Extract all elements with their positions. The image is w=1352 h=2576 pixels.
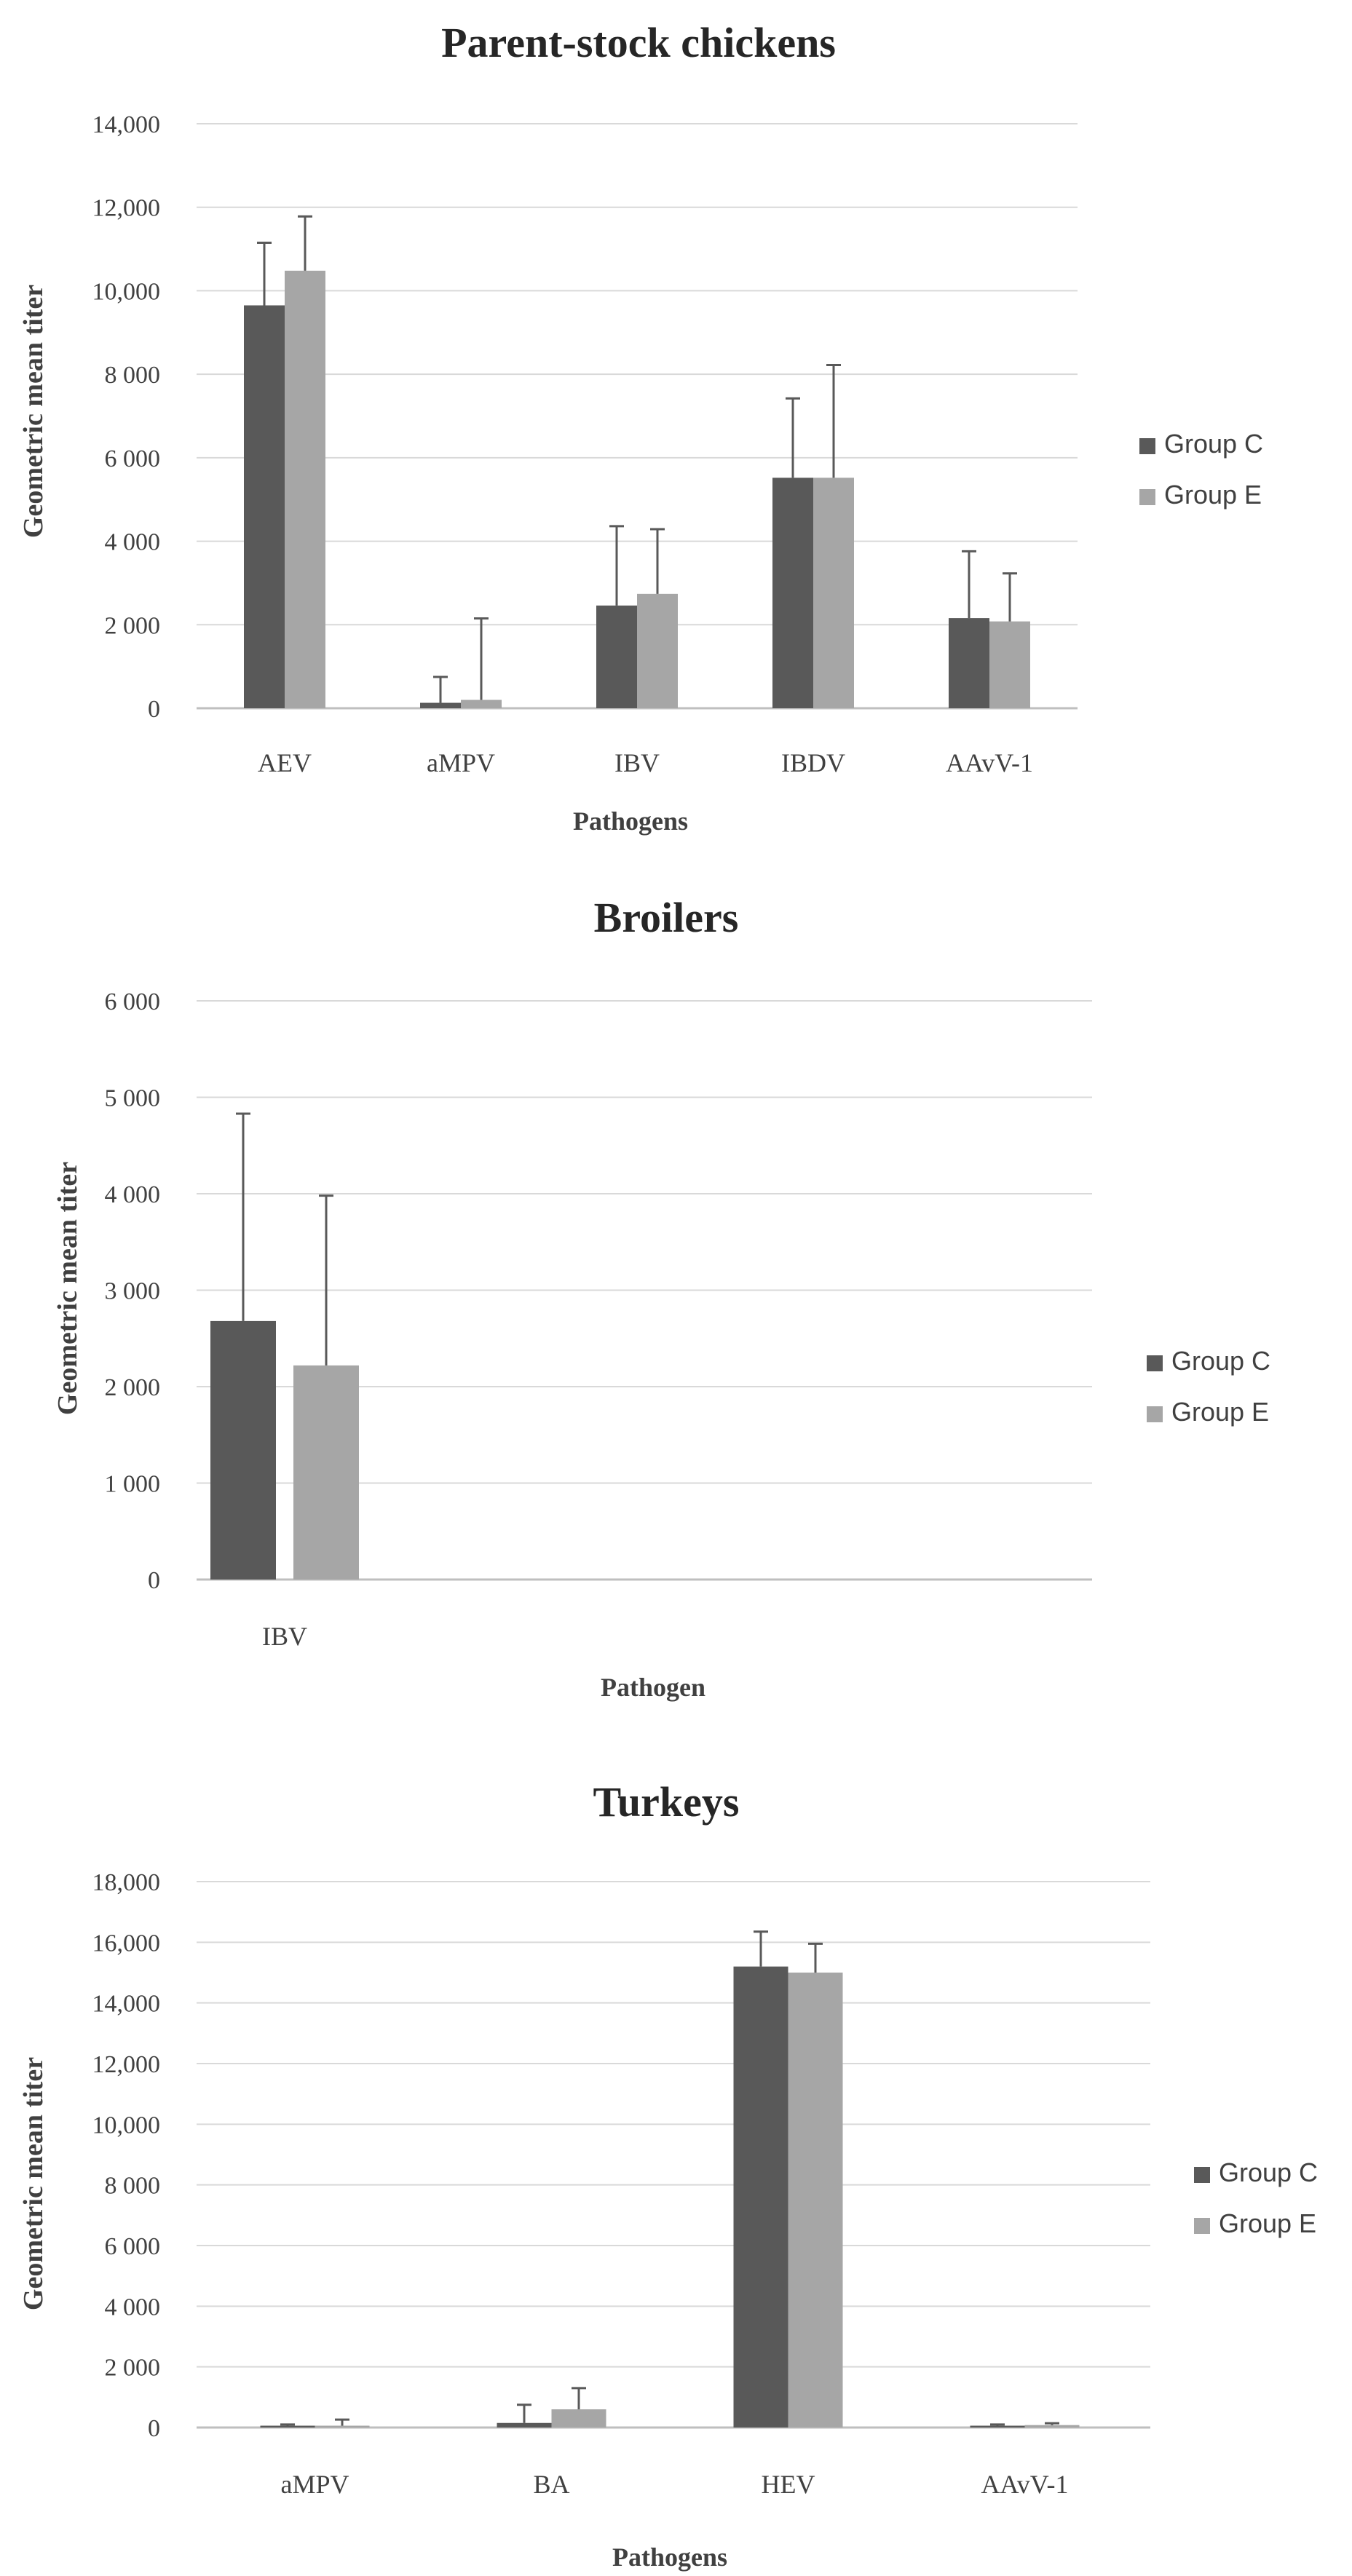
x-tick-label: IBV <box>262 1622 307 1651</box>
bar <box>989 621 1030 708</box>
y-tick-label: 16,000 <box>92 1930 161 1957</box>
legend-label: Group C <box>1164 429 1263 459</box>
y-tick-label: 2 000 <box>105 1374 161 1401</box>
x-axis-label: Pathogen <box>601 1673 705 1702</box>
y-tick-label: 4 000 <box>105 529 161 556</box>
y-tick-label: 6 000 <box>105 988 161 1015</box>
x-axis-label: Pathogens <box>612 2543 727 2572</box>
legend-swatch <box>1194 2218 1210 2234</box>
bar <box>949 618 989 708</box>
bar <box>788 1973 843 2428</box>
legend-swatch <box>1139 489 1155 505</box>
y-tick-label: 0 <box>148 1567 160 1594</box>
x-tick-label: AAvV-1 <box>946 748 1033 777</box>
y-tick-label: 0 <box>148 2415 160 2442</box>
bar <box>497 2422 552 2428</box>
legend-swatch <box>1194 2167 1210 2183</box>
bar <box>1024 2425 1080 2428</box>
y-axis-label: Geometric mean titer <box>52 1162 83 1415</box>
x-tick-label: aMPV <box>427 748 495 777</box>
x-tick-label: BA <box>533 2470 569 2499</box>
bar <box>596 605 637 708</box>
x-tick-label: IBDV <box>781 748 845 777</box>
chart-title: Broilers <box>594 894 739 941</box>
y-tick-label: 12,000 <box>92 195 161 222</box>
bar <box>772 477 813 708</box>
y-tick-label: 10,000 <box>92 278 161 305</box>
bar <box>970 2425 1025 2428</box>
y-tick-label: 14,000 <box>92 1991 161 2018</box>
chart-broilers: Broilers 0 1 000 2 000 3 000 4 000 5 000 6 000… <box>52 894 1270 1702</box>
x-tick-label: AEV <box>258 748 312 777</box>
legend-swatch <box>1139 438 1155 454</box>
y-tick-label: 2 000 <box>105 2355 161 2382</box>
y-tick-label: 6 000 <box>105 445 161 472</box>
y-tick-label: 8 000 <box>105 362 161 389</box>
bar <box>293 1365 359 1580</box>
bar <box>637 593 678 708</box>
x-tick-label: IBV <box>614 748 660 777</box>
legend-swatch <box>1147 1406 1163 1422</box>
y-tick-label: 3 000 <box>105 1278 161 1305</box>
y-tick-label: 2 000 <box>105 612 161 639</box>
y-tick-label: 8 000 <box>105 2173 161 2200</box>
legend-label: Group E <box>1164 480 1262 510</box>
chart-title: Parent-stock chickens <box>441 19 836 66</box>
bar <box>461 700 502 708</box>
y-tick-label: 10,000 <box>92 2112 161 2139</box>
legend-label: Group C <box>1171 1346 1270 1376</box>
bar <box>733 1966 788 2428</box>
y-tick-label: 6 000 <box>105 2233 161 2260</box>
y-axis-label: Geometric mean titer <box>18 285 49 538</box>
bar <box>244 305 285 709</box>
legend-label: Group E <box>1219 2208 1316 2238</box>
y-tick-label: 14,000 <box>92 111 161 138</box>
bar <box>210 1320 276 1580</box>
x-tick-label: HEV <box>762 2470 815 2499</box>
x-tick-label: AAvV-1 <box>981 2470 1068 2499</box>
legend-swatch <box>1147 1355 1163 1371</box>
legend-label: Group C <box>1219 2157 1318 2187</box>
bar <box>285 270 325 708</box>
chart-parent-stock-chickens: Parent-stock chickens 0 2 000 4 000 6 000 8 … <box>18 19 1263 836</box>
chart-title: Turkeys <box>593 1778 740 1826</box>
y-tick-label: 5 000 <box>105 1085 161 1112</box>
bar <box>315 2425 370 2428</box>
bar <box>551 2409 606 2428</box>
bar <box>420 702 461 708</box>
y-axis-label: Geometric mean titer <box>18 2057 49 2310</box>
bar <box>260 2425 315 2428</box>
y-tick-label: 1 000 <box>105 1471 161 1498</box>
x-tick-label: aMPV <box>280 2470 349 2499</box>
bar <box>813 477 854 708</box>
legend-label: Group E <box>1171 1397 1269 1427</box>
y-tick-label: 4 000 <box>105 1181 161 1208</box>
y-tick-label: 0 <box>148 696 160 723</box>
y-tick-label: 18,000 <box>92 1869 161 1896</box>
x-axis-label: Pathogens <box>573 807 688 836</box>
y-tick-label: 12,000 <box>92 2051 161 2078</box>
chart-turkeys: Turkeys 0 2 000 4 000 6 000 8 000 10,000 12,00… <box>18 1778 1318 2572</box>
y-tick-label: 4 000 <box>105 2294 161 2321</box>
